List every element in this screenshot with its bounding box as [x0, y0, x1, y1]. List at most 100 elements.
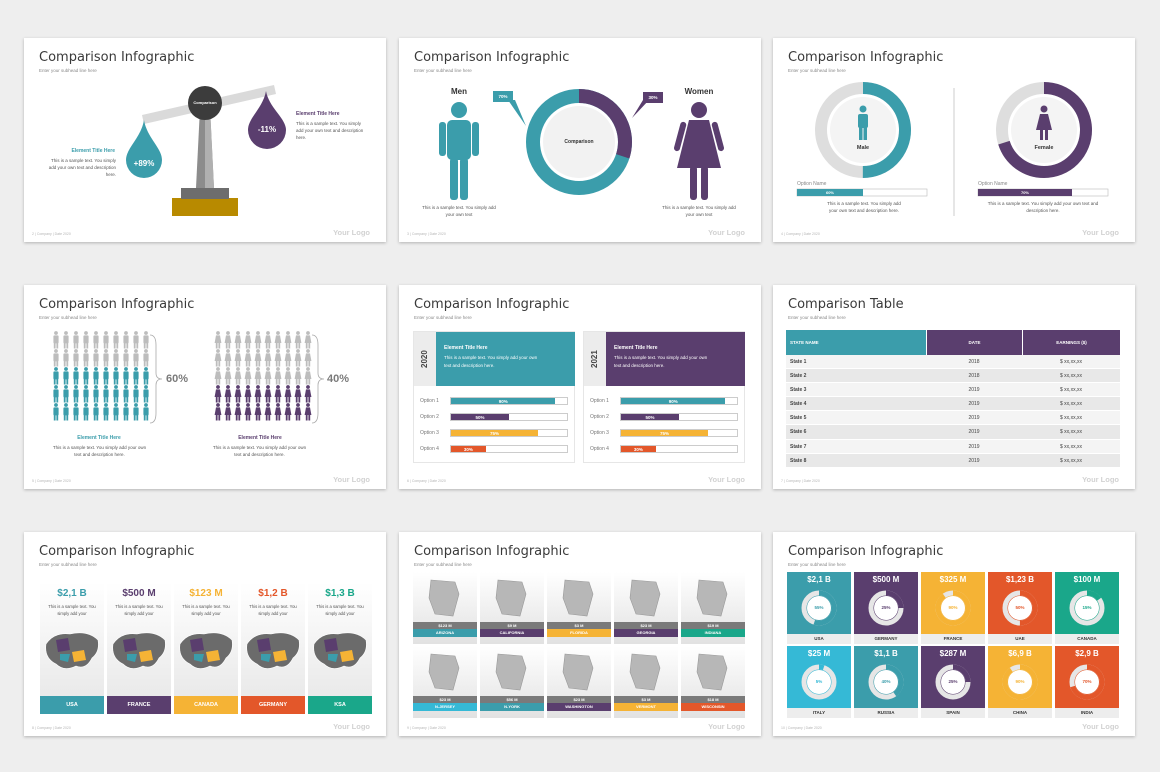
state-map-icon	[428, 653, 460, 691]
slide-comparison-table[interactable]: Comparison Table Enter your subhead line…	[773, 285, 1135, 489]
female-bar-pct: 70%	[1020, 190, 1029, 195]
right-percent: 40%	[327, 373, 350, 385]
left-percent: 60%	[166, 373, 189, 385]
person-icon	[304, 349, 312, 367]
logo: Your Logo	[708, 722, 745, 731]
card-name: UAE	[988, 634, 1052, 644]
slide-footer: 10 | Company | Date 2020	[781, 726, 822, 730]
person-icon	[93, 403, 99, 421]
table-cell: $ xx,xx,xx	[1060, 415, 1082, 422]
left-text: This is a sample text. You simply add yo…	[48, 158, 116, 177]
slide-gender-donut[interactable]: Comparison Infographic Enter your subhea…	[399, 38, 761, 242]
person-icon	[63, 331, 69, 349]
person-icon	[274, 367, 282, 385]
women-text: This is a sample text. You simply add yo…	[662, 205, 736, 217]
card-body: $100 M 15%	[1055, 572, 1119, 634]
person-icon	[113, 349, 119, 367]
logo: Your Logo	[708, 475, 745, 484]
country-map-icon	[179, 632, 233, 669]
table-row: State 7 2019 $ xx,xx,xx	[786, 439, 1120, 454]
person-icon	[304, 385, 312, 403]
state-tile: $19 M INDIANA	[681, 572, 745, 644]
person-icon	[264, 349, 272, 367]
person-icon	[53, 385, 59, 403]
right-text: This is a sample text. You simply add yo…	[212, 445, 307, 457]
card-value: $6,9 B	[1008, 649, 1032, 658]
state-map-icon	[629, 653, 661, 691]
person-icon	[103, 403, 109, 421]
person-icon	[294, 331, 302, 349]
card-percent: 90%	[948, 605, 958, 610]
card-value: $2,1 B	[807, 575, 831, 584]
person-icon	[294, 403, 302, 421]
country-map-icon	[246, 632, 300, 669]
person-icon	[264, 385, 272, 403]
slide-subtitle: Enter your subhead line here	[414, 68, 472, 73]
slide-year-bars[interactable]: Comparison Infographic Enter your subhea…	[399, 285, 761, 489]
person-icon	[113, 385, 119, 403]
slide-state-maps[interactable]: Comparison Infographic Enter your subhea…	[399, 532, 761, 736]
person-icon	[103, 331, 109, 349]
person-icon	[274, 385, 282, 403]
slide-footer: 7 | Company | Date 2020	[781, 479, 820, 483]
state-tile: $56 M N-YORK	[480, 646, 544, 718]
card-body: $25 M 5%	[787, 646, 851, 708]
slide-footer: 6 | Company | Date 2020	[407, 479, 446, 483]
men-label: Men	[451, 87, 467, 96]
slide-subtitle: Enter your subhead line here	[39, 68, 97, 73]
person-icon	[113, 403, 119, 421]
slide-title: Comparison Infographic	[788, 50, 944, 65]
card-percent: 5%	[815, 679, 823, 684]
card-value: $100 M	[1073, 575, 1101, 584]
person-icon	[284, 385, 292, 403]
person-icon	[73, 367, 79, 385]
table-header-cell: STATE NAME	[786, 330, 926, 355]
person-icon	[103, 385, 109, 403]
slide-people-grid[interactable]: Comparison Infographic Enter your subhea…	[24, 285, 386, 489]
slide-country-maps[interactable]: Comparison Infographic Enter your subhea…	[24, 532, 386, 736]
men-text: This is a sample text. You simply add yo…	[422, 205, 496, 217]
person-icon	[234, 385, 242, 403]
state-value: $9 M	[480, 622, 544, 629]
person-icon	[143, 385, 149, 403]
country-map-icon	[45, 632, 99, 669]
country-name: GERMANY	[241, 696, 305, 714]
person-icon	[143, 331, 149, 349]
country-text: This is a sample text. You simply add yo…	[115, 604, 163, 616]
option-label: Option 1	[590, 398, 609, 404]
rings-graphic	[796, 82, 1109, 216]
person-icon	[294, 385, 302, 403]
option-label: Option 3	[590, 430, 609, 436]
table-cell: $ xx,xx,xx	[1060, 373, 1082, 380]
table-cell: State 1	[790, 359, 807, 365]
person-icon	[63, 385, 69, 403]
card-percent: 70%	[1082, 679, 1092, 684]
person-icon	[53, 367, 59, 385]
person-icon	[53, 331, 59, 349]
card-percent: 90%	[1015, 679, 1025, 684]
women-label: Women	[684, 87, 714, 96]
person-icon	[83, 403, 89, 421]
state-map-icon	[495, 653, 527, 691]
card-body: $2,1 B 55%	[787, 572, 851, 634]
country-value: $1,2 B	[258, 588, 288, 599]
left-value: +89%	[133, 159, 155, 168]
person-icon	[224, 331, 232, 349]
person-icon	[103, 349, 109, 367]
person-icon	[133, 385, 139, 403]
state-name: INDIANA	[681, 629, 745, 637]
slide-male-female-rings[interactable]: Comparison Infographic Enter your subhea…	[773, 38, 1135, 242]
person-icon	[73, 403, 79, 421]
card-name: SPAIN	[921, 708, 985, 718]
slide-balance[interactable]: Comparison Infographic Enter your subhea…	[24, 38, 386, 242]
person-icon	[234, 403, 242, 421]
person-icon	[284, 367, 292, 385]
card-name: INDIA	[1055, 708, 1119, 718]
slide-country-cards[interactable]: Comparison Infographic Enter your subhea…	[773, 532, 1135, 736]
table-cell: State 5	[790, 415, 807, 422]
state-tile: $23 M WASHINGTON	[547, 646, 611, 718]
table-row: State 1 2018 $ xx,xx,xx	[786, 355, 1120, 370]
card-body: $325 M 90%	[921, 572, 985, 634]
person-icon	[53, 349, 59, 367]
country-card: $500 M 25% GERMANY	[854, 572, 918, 644]
